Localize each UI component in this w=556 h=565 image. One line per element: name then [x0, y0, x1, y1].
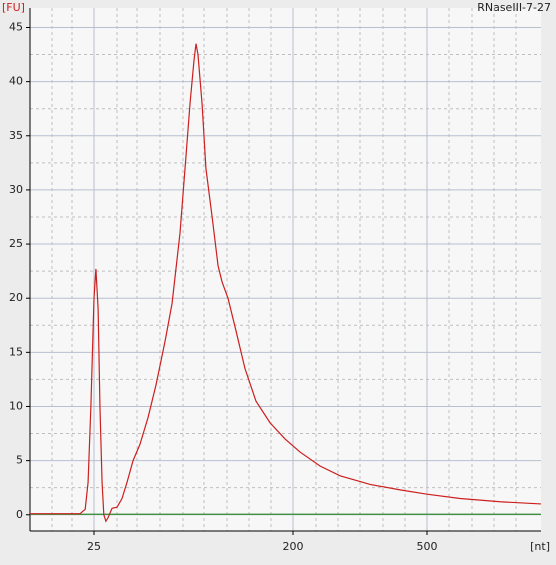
x-tick-label: 500	[417, 540, 438, 553]
y-tick-label: 45	[9, 20, 23, 33]
x-axis-label: [nt]	[530, 540, 550, 553]
y-tick-label: 15	[9, 345, 23, 358]
x-tick-label: 25	[87, 540, 101, 553]
chart-title: RNaseIII-7-27	[477, 1, 551, 14]
y-tick-label: 25	[9, 237, 23, 250]
plot-area	[30, 8, 541, 531]
y-tick-label: 40	[9, 75, 23, 88]
x-tick-label: 200	[283, 540, 304, 553]
y-tick-label: 5	[16, 454, 23, 467]
trace-line	[30, 43, 542, 523]
y-tick-label: 30	[9, 183, 23, 196]
y-tick-label: 0	[16, 508, 23, 521]
y-tick-label: 20	[9, 291, 23, 304]
y-axis-label: [FU]	[2, 1, 25, 14]
y-tick-label: 10	[9, 399, 23, 412]
y-tick-label: 35	[9, 129, 23, 142]
